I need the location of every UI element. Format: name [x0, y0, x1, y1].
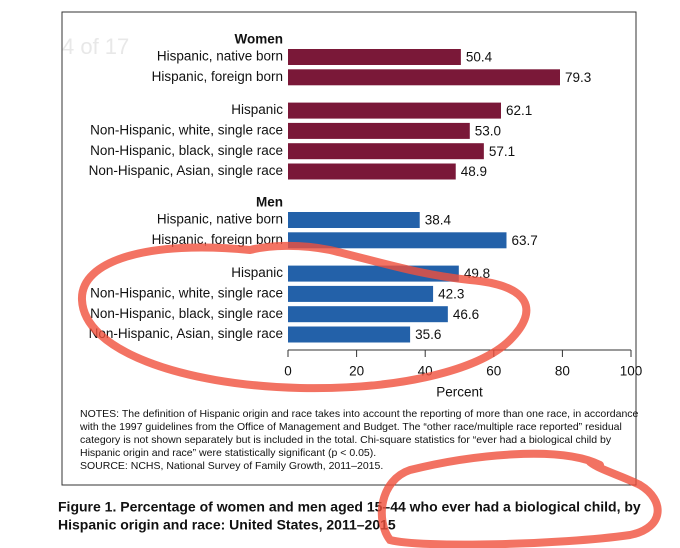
bar: [288, 143, 484, 160]
value-label: 79.3: [565, 70, 591, 85]
bar: [288, 326, 411, 343]
notes: NOTES: The definition of Hispanic origin…: [79, 408, 639, 472]
value-label: 35.6: [415, 327, 441, 342]
value-label: 57.1: [489, 144, 515, 159]
scribble-men: [77, 241, 531, 393]
caption-line: Figure 1. Percentage of women and men ag…: [58, 499, 641, 515]
value-label: 48.9: [461, 164, 487, 179]
category-label: Non-Hispanic, Asian, single race: [89, 163, 283, 178]
group-label: Women: [234, 32, 283, 47]
x-tick-label: 0: [284, 364, 292, 379]
bar: [288, 122, 470, 139]
value-label: 46.6: [453, 307, 479, 322]
bar: [288, 306, 448, 323]
category-label: Non-Hispanic, white, single race: [90, 285, 283, 300]
note-line: Hispanic origin and race” were statistic…: [80, 447, 376, 459]
annotation-scribble: [77, 241, 662, 548]
x-axis-label: Percent: [436, 385, 483, 400]
value-label: 42.3: [438, 286, 464, 301]
plot: Women Hispanic, native born 50.4 Hispanic, …: [89, 32, 643, 400]
x-tick-label: 20: [349, 364, 364, 379]
note-line: NOTES: The definition of Hispanic origin…: [80, 408, 639, 420]
category-label: Non-Hispanic, Asian, single race: [89, 326, 283, 341]
value-label: 62.1: [506, 103, 532, 118]
bar: [288, 285, 434, 302]
category-label: Hispanic, foreign born: [152, 232, 283, 247]
x-tick-label: 60: [486, 364, 501, 379]
category-label: Hispanic, native born: [157, 212, 283, 227]
category-label: Hispanic, native born: [157, 49, 283, 64]
x-tick-label: 80: [555, 364, 570, 379]
value-label: 53.0: [475, 123, 501, 138]
note-line: category is not shown separately but is …: [80, 434, 612, 446]
bar: [288, 102, 502, 119]
category-label: Hispanic, foreign born: [152, 69, 283, 84]
scribble-caption: [377, 449, 662, 548]
bar: [288, 49, 461, 65]
group-label: Men: [256, 195, 283, 210]
bar: [288, 212, 420, 228]
category-label: Hispanic: [231, 265, 283, 280]
bar: [288, 232, 507, 249]
category-label: Hispanic: [231, 102, 283, 117]
page-indicator: 4 of 17: [62, 34, 129, 59]
note-line: with the 1997 guidelines from the Office…: [79, 421, 622, 433]
value-label: 63.7: [511, 233, 537, 248]
caption: Figure 1. Percentage of women and men ag…: [58, 499, 641, 533]
category-label: Non-Hispanic, white, single race: [90, 122, 283, 137]
note-line: SOURCE: NCHS, National Survey of Family …: [80, 460, 383, 472]
category-label: Non-Hispanic, black, single race: [90, 306, 283, 321]
category-label: Non-Hispanic, black, single race: [90, 143, 283, 158]
value-label: 50.4: [466, 50, 493, 65]
value-label: 38.4: [425, 213, 452, 228]
x-tick-label: 100: [620, 364, 643, 379]
caption-line: Hispanic origin and race: United States,…: [58, 517, 396, 533]
bar: [288, 163, 456, 180]
bar: [288, 69, 560, 86]
